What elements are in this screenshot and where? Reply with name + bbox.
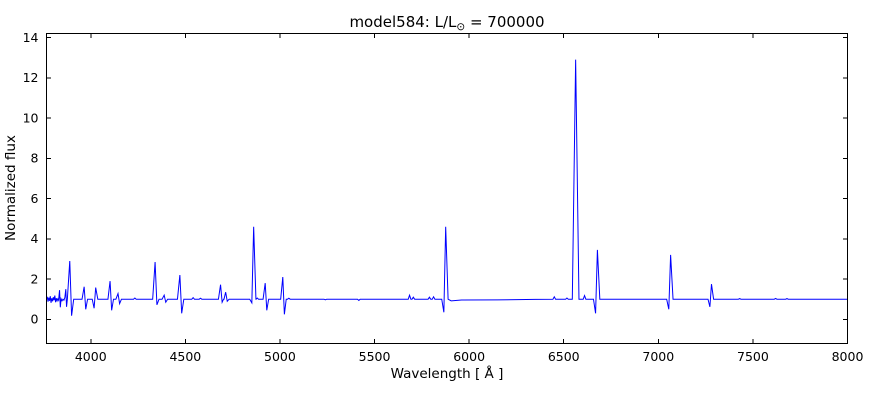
y-tick-label: 2 [31, 271, 39, 286]
y-tick-label: 0 [31, 312, 39, 327]
y-tick-label: 10 [23, 110, 39, 125]
y-axis-label: Normalized flux [3, 135, 19, 241]
x-tick-label: 4500 [169, 349, 201, 364]
chart-title-suffix: = 700000 [465, 13, 544, 31]
x-tick-label: 7000 [642, 349, 674, 364]
chart-title: model584: L/L⊙ = 700000 [349, 13, 544, 33]
sun-symbol: ⊙ [456, 21, 465, 33]
y-tick-label: 8 [31, 151, 39, 166]
y-tick-label: 12 [23, 70, 39, 85]
x-axis-label: Wavelength [ Å ] [391, 365, 504, 382]
axis-tick-labels: 4000 4500 5000 5500 6000 6500 7000 7500 8000 0 2 4 6… [23, 30, 864, 364]
y-tick-label: 6 [31, 191, 39, 206]
x-tick-label: 8000 [832, 349, 864, 364]
y-tick-label: 4 [31, 231, 39, 246]
x-tick-label: 7500 [737, 349, 769, 364]
x-tick-label: 5500 [359, 349, 391, 364]
y-tick-label: 14 [23, 30, 39, 45]
plot-border [46, 33, 848, 344]
x-tick-label: 6000 [453, 349, 485, 364]
axis-ticks [46, 33, 848, 344]
x-tick-label: 6500 [548, 349, 580, 364]
x-tick-label: 5000 [264, 349, 296, 364]
x-tick-label: 4000 [75, 349, 107, 364]
spectrum-line [46, 59, 848, 316]
chart-title-prefix: model584: L/L [349, 13, 457, 31]
